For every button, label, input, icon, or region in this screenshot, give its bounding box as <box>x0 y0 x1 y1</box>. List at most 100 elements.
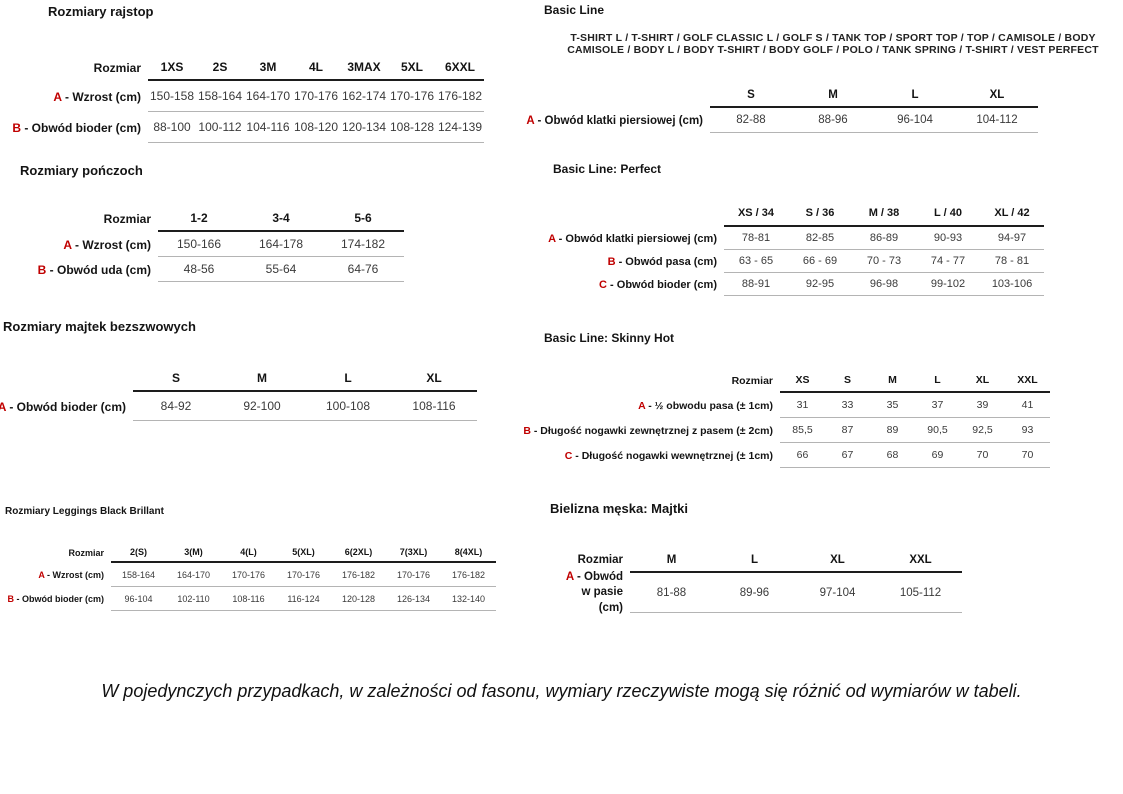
row-label-suffix: - Obwód bioder (cm) <box>21 120 141 135</box>
table-cell: 67 <box>825 443 870 468</box>
section-title-basic-line: Basic Line <box>544 3 605 17</box>
table-header-row: Rozmiar M L XL XXL <box>558 549 962 573</box>
table-cell: 105-112 <box>879 573 962 613</box>
table-corner-label: Rozmiar <box>8 542 111 563</box>
table-corner-label <box>3 366 133 392</box>
row-label-text: A - ½ obwodu pasa (± 1cm) <box>638 400 773 412</box>
table-header-row: Rozmiar 2(S) 3(M) 4(L) 5(XL) 6(2XL) 7(3XL) 8(4X… <box>8 542 496 563</box>
row-label: A - Obwód klatki piersiowej (cm) <box>526 108 710 133</box>
table-cell: 33 <box>825 393 870 418</box>
table-cell: 90-93 <box>916 227 980 250</box>
column-header: 4(L) <box>221 542 276 563</box>
table-corner-text: Rozmiar <box>68 547 104 558</box>
row-label-text: C - Obwód bioder (cm) <box>599 279 717 291</box>
table-cell: 31 <box>780 393 825 418</box>
row-label-prefix: A <box>38 570 45 580</box>
table-cell: 164-170 <box>166 563 221 587</box>
table-cell: 108-116 <box>221 587 276 611</box>
table-corner-text: Rozmiar <box>103 212 151 226</box>
column-header: XL <box>796 549 879 573</box>
table-header-row: Rozmiar XS S M L XL XXL <box>550 369 1050 393</box>
table-cell: 176-182 <box>436 81 484 112</box>
table-cell: 82-88 <box>710 108 792 133</box>
table-cell: 158-164 <box>111 563 166 587</box>
column-header: XL / 42 <box>980 200 1044 227</box>
table-bielizna-meska-majtki: Rozmiar M L XL XXL A - Obwód w pasie (cm) 81-8… <box>558 549 962 614</box>
row-label: B - Obwód bioder (cm) <box>5 112 148 143</box>
table-row: B - Obwód pasa (cm) 63 - 65 66 - 69 70 - 73… <box>560 250 1044 273</box>
column-header: 5(XL) <box>276 542 331 563</box>
table-cell: 89-96 <box>713 573 796 613</box>
table-cell: 99-102 <box>916 273 980 296</box>
row-label: A - Obwód bioder (cm) <box>0 392 133 421</box>
table-cell: 85,5 <box>780 418 825 443</box>
table-cell: 120-128 <box>331 587 386 611</box>
table-cell: 78-81 <box>724 227 788 250</box>
table-cell: 176-182 <box>441 563 496 587</box>
row-label-text: C - Długość nogawki wewnętrznej (± 1cm) <box>565 450 773 462</box>
table-cell: 82-85 <box>788 227 852 250</box>
table-cell: 92-100 <box>219 392 305 421</box>
table-row: A - Wzrost (cm) 150-158 158-164 164-170 170-… <box>5 81 484 112</box>
table-row: C - Obwód bioder (cm) 88-91 92-95 96-98 99-1… <box>560 273 1044 296</box>
row-label-suffix: - Wzrost (cm) <box>44 570 104 580</box>
column-header: S <box>133 366 219 392</box>
table-cell: 108-128 <box>388 112 436 143</box>
column-header: XL <box>960 369 1005 393</box>
row-label-suffix: - Długość nogawki zewnętrznej z pasem (±… <box>530 424 773 437</box>
section-title-bielizna-meska: Bielizna męska: Majtki <box>550 501 688 516</box>
table-header-row: S M L XL <box>3 366 477 392</box>
row-label: A - ½ obwodu pasa (± 1cm) <box>550 393 780 418</box>
column-header: 4L <box>292 55 340 81</box>
table-row: A - ½ obwodu pasa (± 1cm) 31 33 35 37 39 41 <box>550 393 1050 418</box>
row-label: A - Wzrost (cm) <box>23 232 158 257</box>
column-header: 3(M) <box>166 542 221 563</box>
table-corner-text: Rozmiar <box>93 61 141 75</box>
table-cell: 68 <box>870 443 915 468</box>
row-label-suffix: - Długość nogawki wewnętrznej (± 1cm) <box>572 449 773 462</box>
table-cell: 170-176 <box>276 563 331 587</box>
table-cell: 104-112 <box>956 108 1038 133</box>
row-label: A - Obwód klatki piersiowej (cm) <box>548 227 724 250</box>
table-row: A - Obwód w pasie (cm) 81-88 89-96 97-104 10… <box>558 571 962 614</box>
row-label-text: B - Obwód bioder (cm) <box>8 594 105 604</box>
table-header-row: S M L XL <box>550 83 1038 108</box>
table-cell: 176-182 <box>331 563 386 587</box>
table-cell: 86-89 <box>852 227 916 250</box>
column-header: 7(3XL) <box>386 542 441 563</box>
row-label-text: A - Obwód w pasie (cm) <box>558 570 623 617</box>
section-title-skinny-hot: Basic Line: Skinny Hot <box>544 331 675 345</box>
table-cell: 170-176 <box>386 563 441 587</box>
row-label: B - Obwód pasa (cm) <box>560 250 724 273</box>
table-basic-line-skinny-hot: Rozmiar XS S M L XL XXL A - ½ obwodu pasa (± 1c… <box>523 369 1050 468</box>
table-corner-label: Rozmiar <box>558 549 630 573</box>
table-cell: 90,5 <box>915 418 960 443</box>
table-row: A - Wzrost (cm) 158-164 164-170 170-176 170-… <box>8 563 496 587</box>
section-title-ponczochy: Rozmiary pończoch <box>20 163 143 178</box>
table-cell: 88-100 <box>148 112 196 143</box>
row-label-text: B - Obwód bioder (cm) <box>12 121 141 135</box>
table-cell: 78 - 81 <box>980 250 1044 273</box>
table-basic-line-perfect: XS / 34 S / 36 M / 38 L / 40 XL / 42 A - Obwó… <box>548 200 1044 296</box>
table-row: A - Obwód klatki piersiowej (cm) 78-81 82-… <box>548 227 1044 250</box>
column-header: 1-2 <box>158 206 240 232</box>
table-cell: 70 <box>960 443 1005 468</box>
row-label-suffix: - Obwód bioder (cm) <box>6 399 126 414</box>
row-label-prefix: A <box>565 570 574 583</box>
table-cell: 158-164 <box>196 81 244 112</box>
column-header: 8(4XL) <box>441 542 496 563</box>
table-cell: 96-104 <box>111 587 166 611</box>
basic-line-product-list-line2: CAMISOLE / BODY L / BODY T-SHIRT / BODY … <box>567 43 1099 56</box>
row-label: A - Wzrost (cm) <box>5 81 148 112</box>
row-label-suffix: - Obwód w pasie (cm) <box>573 570 623 614</box>
table-row: B - Długość nogawki zewnętrznej z pasem … <box>523 418 1050 443</box>
table-row: A - Obwód klatki piersiowej (cm) 82-88 88-… <box>526 108 1038 133</box>
row-label-prefix: B <box>12 120 21 135</box>
row-label-text: A - Wzrost (cm) <box>38 570 104 580</box>
row-label-prefix: A <box>63 237 72 252</box>
table-row: B - Obwód bioder (cm) 88-100 100-112 104-11… <box>5 112 484 143</box>
row-label-suffix: - Obwód klatki piersiowej (cm) <box>555 232 717 245</box>
table-cell: 150-158 <box>148 81 196 112</box>
table-cell: 70 <box>1005 443 1050 468</box>
table-cell: 170-176 <box>221 563 276 587</box>
